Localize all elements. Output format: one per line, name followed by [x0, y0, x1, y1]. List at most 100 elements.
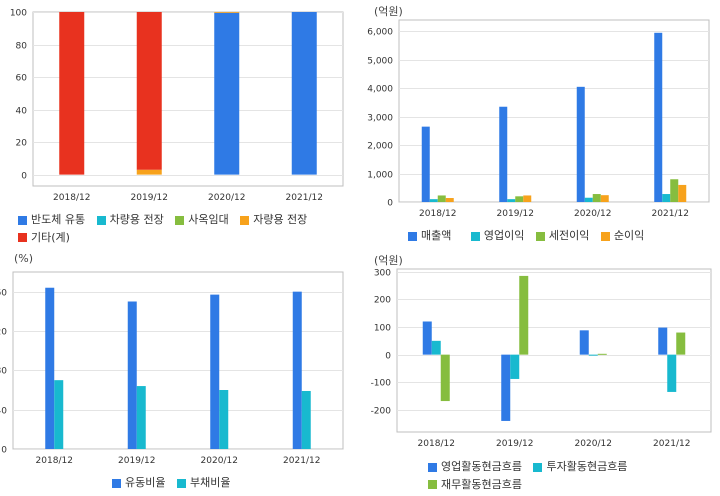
composition-chart: 0 20 40 60 80 100 2018/12 2019/12 2020/12 2021/12	[10, 9, 344, 203]
legend-item[interactable]: 차량용 전장	[96, 212, 164, 228]
bar	[654, 32, 663, 202]
legend-swatch	[408, 231, 417, 241]
legend-item[interactable]: 부채비율	[176, 475, 231, 491]
y-tick-label: 40	[16, 107, 28, 117]
bar	[658, 327, 668, 355]
y-tick-label: 300	[374, 269, 391, 279]
bar	[437, 195, 446, 202]
composition-chart-panel: 0 20 40 60 80 100 2018/12 2019/12 2020/12 2021/12…	[0, 0, 360, 250]
y-tick-label: 120	[0, 328, 7, 338]
legend-swatch	[176, 478, 186, 488]
x-tick-label: 2019/12	[131, 193, 168, 203]
legend-item[interactable]: 투자활동현금흐름	[533, 459, 627, 475]
bar	[523, 195, 532, 202]
legend-swatch	[18, 233, 27, 242]
legend-label: 재무활동현금흐름	[441, 477, 522, 491]
y-tick-label: 4,000	[367, 85, 393, 95]
y-tick-label: 160	[0, 289, 7, 299]
x-tick-label: 2018/12	[418, 439, 455, 449]
y-tick-label: 0	[21, 172, 27, 182]
legend-item[interactable]: 사옥임대	[175, 212, 229, 228]
y-tick-label: 1,000	[367, 171, 393, 181]
plot-frame	[396, 268, 712, 433]
bar	[676, 332, 686, 355]
bar	[421, 126, 430, 202]
bar	[592, 194, 601, 202]
y-tick-label: 100	[374, 324, 391, 334]
legend-item[interactable]: 유동비율	[112, 475, 165, 491]
bar	[301, 390, 311, 449]
y-tick-label: 2,000	[367, 142, 393, 152]
y-tick-label: -100	[371, 379, 392, 389]
income-legend: 매출액 영업이익 세전이익 순이익	[408, 228, 718, 246]
legend-swatch	[96, 215, 106, 225]
legend-swatch	[600, 231, 610, 241]
legend-item[interactable]: 영업이익	[470, 228, 524, 244]
legend-swatch	[240, 215, 250, 225]
legend-swatch	[18, 215, 27, 225]
bar	[597, 353, 607, 355]
legend-item[interactable]: 순이익	[600, 228, 645, 244]
legend-label: 순이익	[613, 229, 645, 242]
bar	[136, 12, 162, 170]
bar	[440, 354, 450, 402]
y-tick-label: -200	[371, 407, 392, 417]
y-tick-label: 200	[374, 296, 391, 306]
bar	[422, 321, 432, 355]
x-tick-label: 2020/12	[201, 456, 238, 466]
x-tick-label: 2019/12	[496, 439, 533, 449]
x-tick-label: 2021/12	[286, 193, 323, 203]
bar	[214, 12, 240, 13]
bar	[515, 196, 524, 202]
x-tick-label: 2019/12	[118, 456, 155, 466]
legend-item[interactable]: 매출액	[408, 228, 451, 244]
bar	[429, 199, 438, 202]
legend-swatch	[428, 462, 437, 472]
unit-label: (억원)	[374, 5, 403, 18]
bar	[219, 390, 229, 449]
legend-label: 차량용 전장	[109, 213, 164, 226]
ratio-legend: 유동비율 부채비율	[112, 475, 352, 493]
x-tick-label: 2018/12	[419, 209, 456, 219]
y-tick-label: 80	[0, 367, 7, 377]
legend-label: 부채비율	[189, 476, 231, 489]
legend-label: 반도체 유통	[31, 213, 86, 226]
x-tick-label: 2021/12	[283, 456, 320, 466]
bar	[588, 354, 598, 356]
x-tick-label: 2020/12	[208, 193, 245, 203]
bar	[670, 179, 679, 202]
legend-label: 투자활동현금흐름	[546, 460, 628, 473]
bar	[507, 199, 516, 202]
legend-label: 기타(계)	[31, 230, 70, 244]
x-tick-label: 2020/12	[574, 209, 611, 219]
legend-swatch	[470, 231, 480, 241]
bar	[510, 354, 520, 379]
legend-swatch	[175, 215, 185, 225]
x-tick-label: 2020/12	[575, 439, 612, 449]
cashflow-chart: -200 -100 0 100 200 300 2018/12 2019/12 2020/12 2…	[371, 268, 712, 449]
y-tick-label: 6,000	[367, 28, 393, 38]
y-tick-label: 3,000	[367, 114, 393, 124]
legend-item[interactable]: 자량용 전장	[240, 212, 307, 228]
composition-legend: 반도체 유통 차량용 전장 사옥임대 자량용 전장 기타(계)	[18, 212, 358, 247]
bar	[136, 386, 146, 449]
y-tick-label: 80	[16, 42, 28, 52]
income-chart-panel: (억원) 0 1,000 2,000 3,000 4,000 5,000 6,000 2018…	[360, 0, 720, 250]
legend-label: 매출액	[421, 229, 452, 242]
legend-item[interactable]: 영업활동현금흐름	[428, 459, 522, 475]
bar	[291, 12, 317, 175]
bar	[579, 330, 589, 355]
cashflow-legend: 영업활동현금흐름 투자활동현금흐름 재무활동현금흐름	[428, 459, 718, 494]
legend-item[interactable]: 세전이익	[535, 228, 589, 244]
x-tick-label: 2021/12	[652, 209, 689, 219]
bar	[576, 86, 585, 202]
ratio-chart-panel: (%) 0 40 80 120 160 2018/12 2019/12 2020/12 2021…	[0, 248, 360, 496]
legend-item[interactable]: 기타(계)	[18, 230, 70, 246]
x-tick-label: 2019/12	[497, 209, 534, 219]
x-tick-label: 2021/12	[653, 439, 690, 449]
unit-label: (%)	[14, 252, 34, 265]
legend-label: 유동비율	[125, 476, 166, 489]
legend-item[interactable]: 반도체 유통	[18, 212, 85, 228]
legend-item[interactable]: 재무활동현금흐름	[428, 477, 522, 493]
y-tick-label: 0	[387, 199, 393, 209]
